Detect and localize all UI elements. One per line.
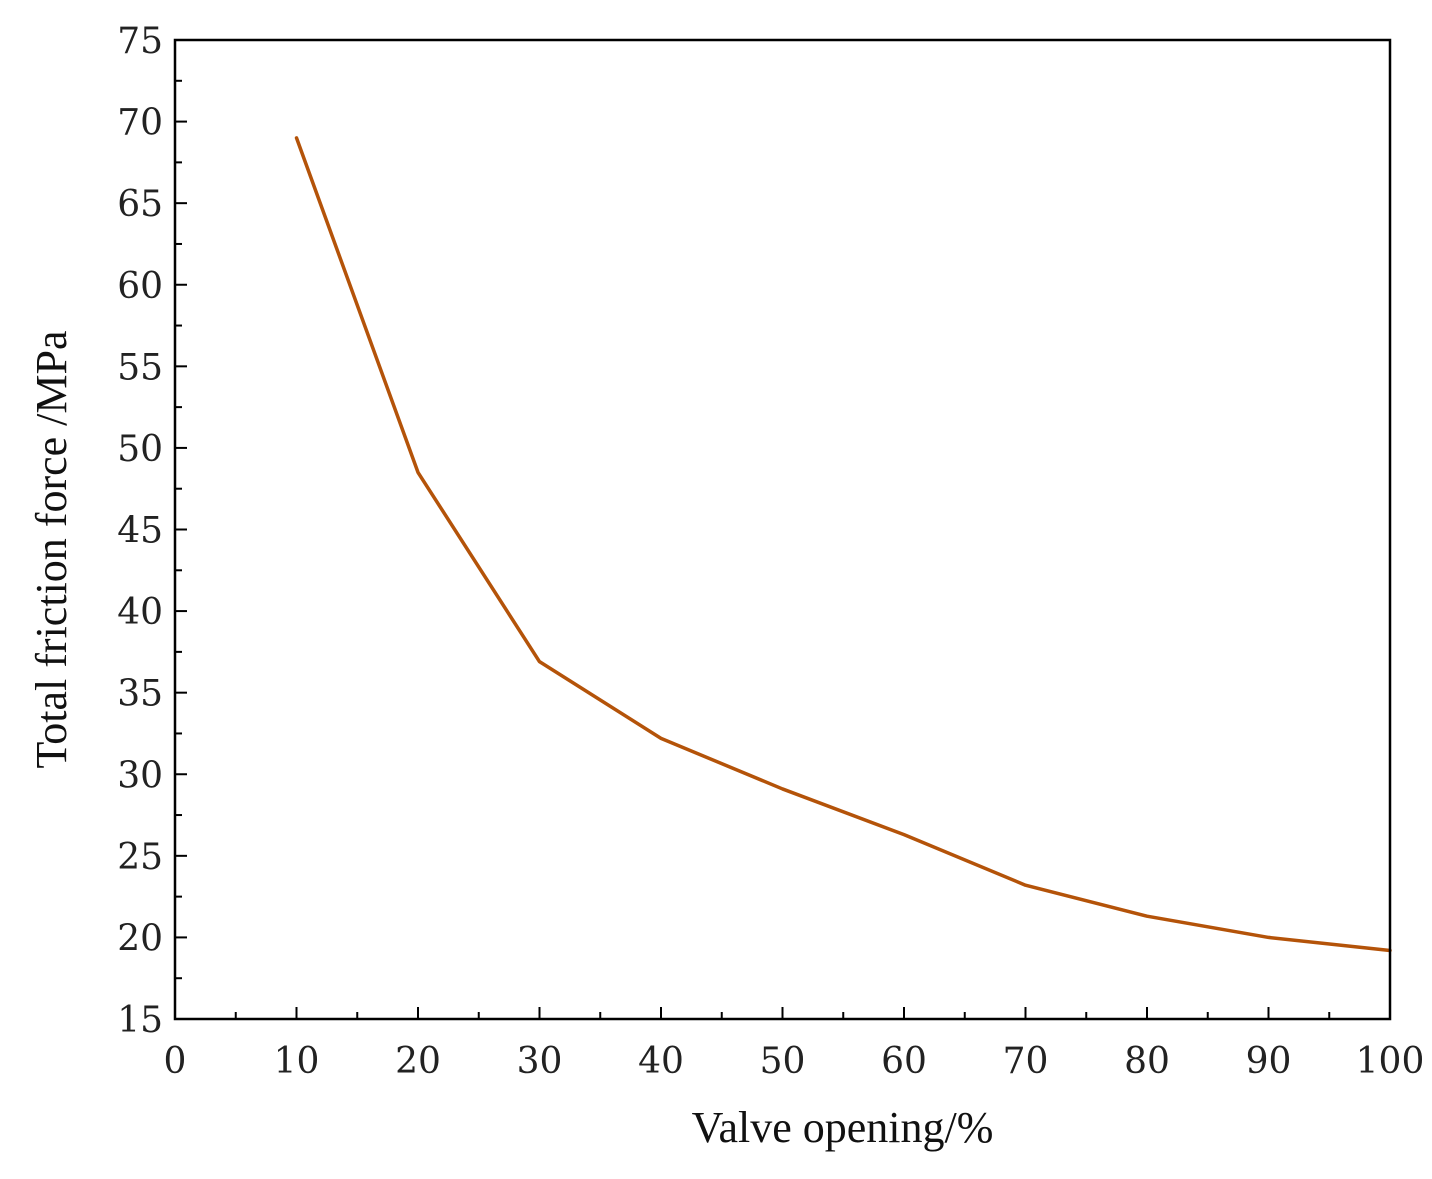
axis-ticks [174,39,1391,1020]
plot-frame [173,38,1392,1021]
series-layer [294,136,1392,953]
tick-labels: 0 10 20 30 40 50 60 70 80 90 100 15 20 25 30 35 40 45 50 55… [117,21,1424,1082]
x-tick-label: 100 [1356,1041,1425,1082]
x-tick-label: 90 [1246,1041,1292,1082]
x-tick-label: 80 [1124,1041,1170,1082]
y-tick-label: 45 [117,511,163,552]
y-tick-label: 35 [117,674,163,715]
y-tick-label: 70 [117,103,163,144]
y-tick-label: 75 [117,21,163,62]
y-tick-label: 60 [117,266,163,307]
x-tick-label: 40 [638,1041,684,1082]
y-tick-label: 55 [117,347,163,388]
x-tick-label: 50 [760,1041,806,1082]
x-axis-title: Valve opening/% [692,1103,994,1152]
y-tick-label: 25 [117,837,163,878]
x-tick-label: 20 [395,1041,441,1082]
x-tick-label: 30 [517,1041,563,1082]
x-tick-label: 0 [164,1041,187,1082]
series-line-0 [294,136,1392,953]
y-tick-label: 15 [117,1000,163,1041]
x-tick-label: 10 [274,1041,320,1082]
y-tick-label: 50 [117,429,163,470]
y-tick-label: 65 [117,184,163,225]
y-tick-label: 30 [117,755,163,796]
x-tick-label: 60 [881,1041,927,1082]
x-tick-label: 70 [1003,1041,1049,1082]
y-axis-title: Total friction force /MPa [27,330,76,768]
y-tick-label: 20 [117,918,163,959]
y-tick-label: 40 [117,592,163,633]
